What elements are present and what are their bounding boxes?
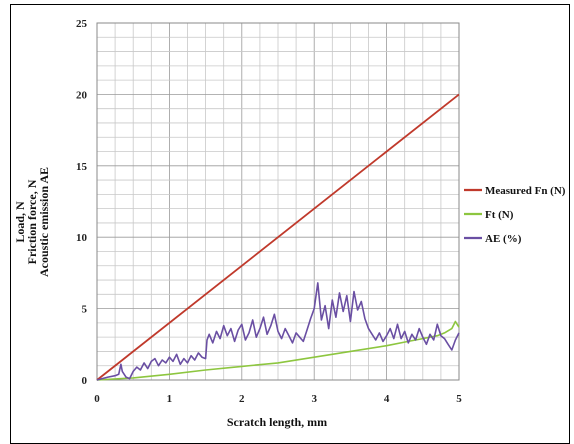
legend-entry-label: Measured Fn (N) bbox=[485, 185, 566, 197]
x-tick-label: 5 bbox=[456, 393, 462, 405]
series-layer bbox=[96, 93, 460, 381]
y-tick-label: 25 bbox=[76, 18, 88, 30]
legend-entry-label: AE (%) bbox=[485, 233, 522, 245]
plot-area-border bbox=[96, 22, 460, 381]
x-tick-label: 2 bbox=[239, 393, 245, 405]
y-axis-title-line-1: Load, N bbox=[13, 201, 27, 243]
chart-frame bbox=[10, 4, 570, 444]
y-tick-label: 0 bbox=[82, 375, 88, 387]
y-tick-label: 15 bbox=[76, 161, 88, 173]
y-axis-title-line-2: Friction force, N bbox=[25, 179, 39, 264]
y-tick-label: 10 bbox=[76, 232, 88, 244]
y-tick-label: 5 bbox=[82, 304, 88, 316]
x-tick-label: 3 bbox=[311, 393, 317, 405]
tick-labels: 0 1 2 3 4 5 0 5 10 15 20 25 bbox=[76, 18, 462, 405]
grid bbox=[96, 22, 460, 381]
x-tick-label: 1 bbox=[167, 393, 173, 405]
chart-svg: 0 1 2 3 4 5 0 5 10 15 20 25 Load, N Friction force,… bbox=[13, 18, 566, 429]
series-line-2 bbox=[96, 320, 460, 381]
series-line-1 bbox=[96, 93, 460, 381]
x-tick-label: 0 bbox=[94, 393, 100, 405]
y-axis-title: Load, N Friction force, N Acoustic emiss… bbox=[13, 167, 51, 277]
y-tick-label: 20 bbox=[76, 89, 88, 101]
legend-entry-label: Ft (N) bbox=[485, 209, 514, 221]
series-line-3 bbox=[96, 282, 460, 381]
plot-border bbox=[96, 22, 460, 381]
x-tick-label: 4 bbox=[384, 393, 390, 405]
legend: Measured Fn (N) Ft (N) AE (%) bbox=[464, 185, 566, 245]
y-axis-title-line-3: Acoustic emission AE bbox=[37, 167, 51, 277]
x-axis-title: Scratch length, mm bbox=[227, 415, 327, 429]
